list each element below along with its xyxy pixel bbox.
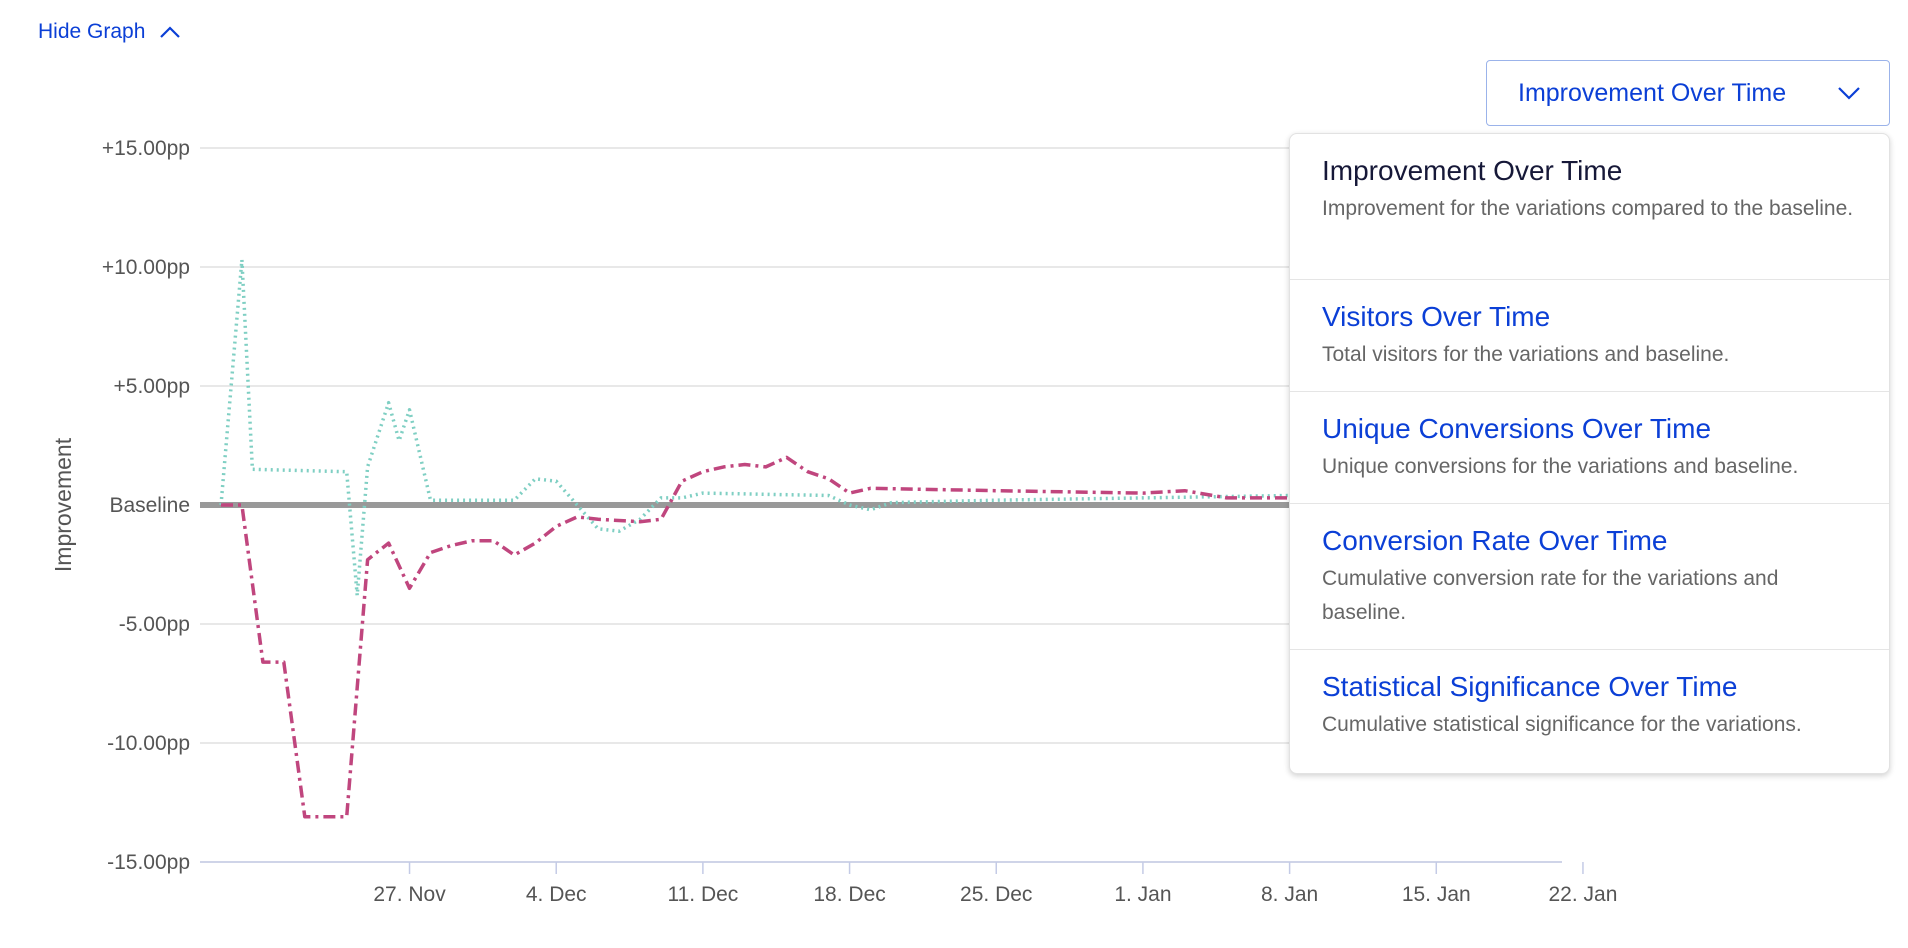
- menu-option-statistical-significance-over-time[interactable]: Statistical Significance Over Time Cumula…: [1290, 650, 1889, 773]
- y-tick-label: +10.00pp: [102, 256, 190, 279]
- menu-option-conversion-rate-over-time[interactable]: Conversion Rate Over Time Cumulative conv…: [1290, 504, 1889, 650]
- menu-option-title: Visitors Over Time: [1322, 301, 1551, 332]
- menu-option-improvement-over-time[interactable]: Improvement Over Time Improvement for the…: [1290, 134, 1889, 280]
- metric-select-dropdown[interactable]: Improvement Over Time: [1486, 60, 1890, 126]
- chevron-down-icon: [1838, 87, 1860, 100]
- series-line-2: [221, 455, 1290, 819]
- y-tick-label: -10.00pp: [107, 732, 190, 755]
- hide-graph-label: Hide Graph: [38, 20, 146, 43]
- chevron-up-icon: [160, 26, 181, 38]
- x-tick-label: 4. Dec: [526, 883, 587, 906]
- x-tick-label: 15. Jan: [1402, 883, 1471, 906]
- menu-option-title: Unique Conversions Over Time: [1322, 413, 1712, 444]
- menu-option-unique-conversions-over-time[interactable]: Unique Conversions Over Time Unique conve…: [1290, 392, 1889, 504]
- menu-option-description: Total visitors for the variations and ba…: [1322, 343, 1730, 366]
- x-tick-label: 18. Dec: [813, 883, 885, 906]
- metric-dropdown-menu: Improvement Over Time Improvement for the…: [1289, 133, 1890, 774]
- y-tick-label: +15.00pp: [102, 137, 190, 160]
- y-tick-label: -15.00pp: [107, 851, 190, 874]
- menu-option-description: Unique conversions for the variations an…: [1322, 455, 1799, 478]
- menu-option-description: Cumulative statistical significance for …: [1322, 713, 1802, 736]
- menu-option-description: Cumulative conversion rate for the varia…: [1322, 567, 1779, 624]
- y-tick-label: +5.00pp: [114, 375, 191, 398]
- x-tick-label: 8. Jan: [1261, 883, 1318, 906]
- series-line-1: [219, 258, 1290, 598]
- y-tick-label: Baseline: [109, 494, 190, 517]
- y-axis-title: Improvement: [50, 437, 76, 572]
- x-tick-label: 27. Nov: [373, 883, 446, 906]
- y-tick-label: -5.00pp: [119, 613, 190, 636]
- x-tick-label: 11. Dec: [667, 883, 738, 906]
- menu-option-visitors-over-time[interactable]: Visitors Over Time Total visitors for the…: [1290, 280, 1889, 392]
- menu-option-title: Improvement Over Time: [1322, 155, 1623, 186]
- x-tick-label: 25. Dec: [960, 883, 1032, 906]
- menu-option-title: Statistical Significance Over Time: [1322, 671, 1738, 702]
- metric-select-value: Improvement Over Time: [1518, 78, 1787, 107]
- x-tick-label: 1. Jan: [1114, 883, 1171, 906]
- x-tick-label: 22. Jan: [1549, 883, 1618, 906]
- hide-graph-toggle[interactable]: Hide Graph: [38, 20, 181, 44]
- menu-option-title: Conversion Rate Over Time: [1322, 525, 1668, 556]
- menu-option-description: Improvement for the variations compared …: [1322, 197, 1854, 220]
